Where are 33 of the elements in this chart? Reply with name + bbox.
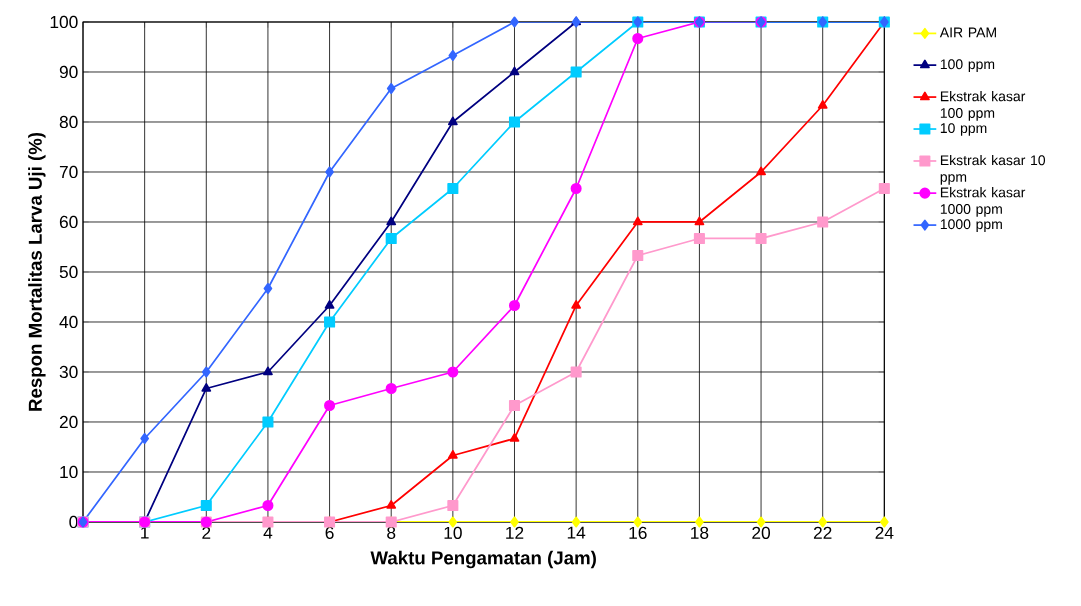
y-tick-label: 80 xyxy=(59,115,78,129)
y-tick-label: 40 xyxy=(59,315,78,329)
x-tick-label: 6 xyxy=(325,526,334,539)
x-tick-label: 12 xyxy=(506,526,524,539)
legend-label: 1000 ppm xyxy=(940,219,1002,232)
x-tick-label: 22 xyxy=(813,526,832,539)
legend-label: 10 ppm xyxy=(940,123,987,136)
x-tick-label: 10 xyxy=(444,526,462,539)
y-tick-label: 60 xyxy=(59,215,78,229)
y-tick-label: 20 xyxy=(59,415,78,429)
x-tick-label: 14 xyxy=(567,526,586,539)
y-tick-label: 70 xyxy=(59,165,78,179)
legend-label: 100 ppm xyxy=(940,59,995,72)
x-tick-label: 20 xyxy=(752,526,771,539)
x-tick-label: 8 xyxy=(387,526,396,539)
legend-label: Ekstrak kasar 10 ppm xyxy=(940,154,1046,185)
y-tick-label: 100 xyxy=(50,15,78,29)
legend-label: Ekstrak kasar 100 ppm xyxy=(940,91,1026,121)
y-tick-label: 0 xyxy=(69,515,78,529)
x-tick-label: 16 xyxy=(629,526,647,539)
y-axis-title: Respon Mortalitas Larva Uji (%) xyxy=(28,132,46,411)
x-tick-label: 18 xyxy=(691,526,709,539)
legend-label: Ekstrak kasar 1000 ppm xyxy=(940,187,1026,217)
y-tick-label: 90 xyxy=(59,65,78,79)
y-tick-label: 30 xyxy=(59,365,78,379)
x-tick-label: 4 xyxy=(263,526,273,539)
x-tick-label: 2 xyxy=(202,526,211,539)
x-tick-label: 24 xyxy=(875,526,894,539)
y-tick-label: 10 xyxy=(60,465,78,479)
y-tick-label: 50 xyxy=(59,265,78,279)
x-axis-title: Waktu Pengamatan (Jam) xyxy=(370,550,596,569)
x-tick-label: 1 xyxy=(141,526,149,539)
legend-label: AIR PAM xyxy=(939,27,996,38)
